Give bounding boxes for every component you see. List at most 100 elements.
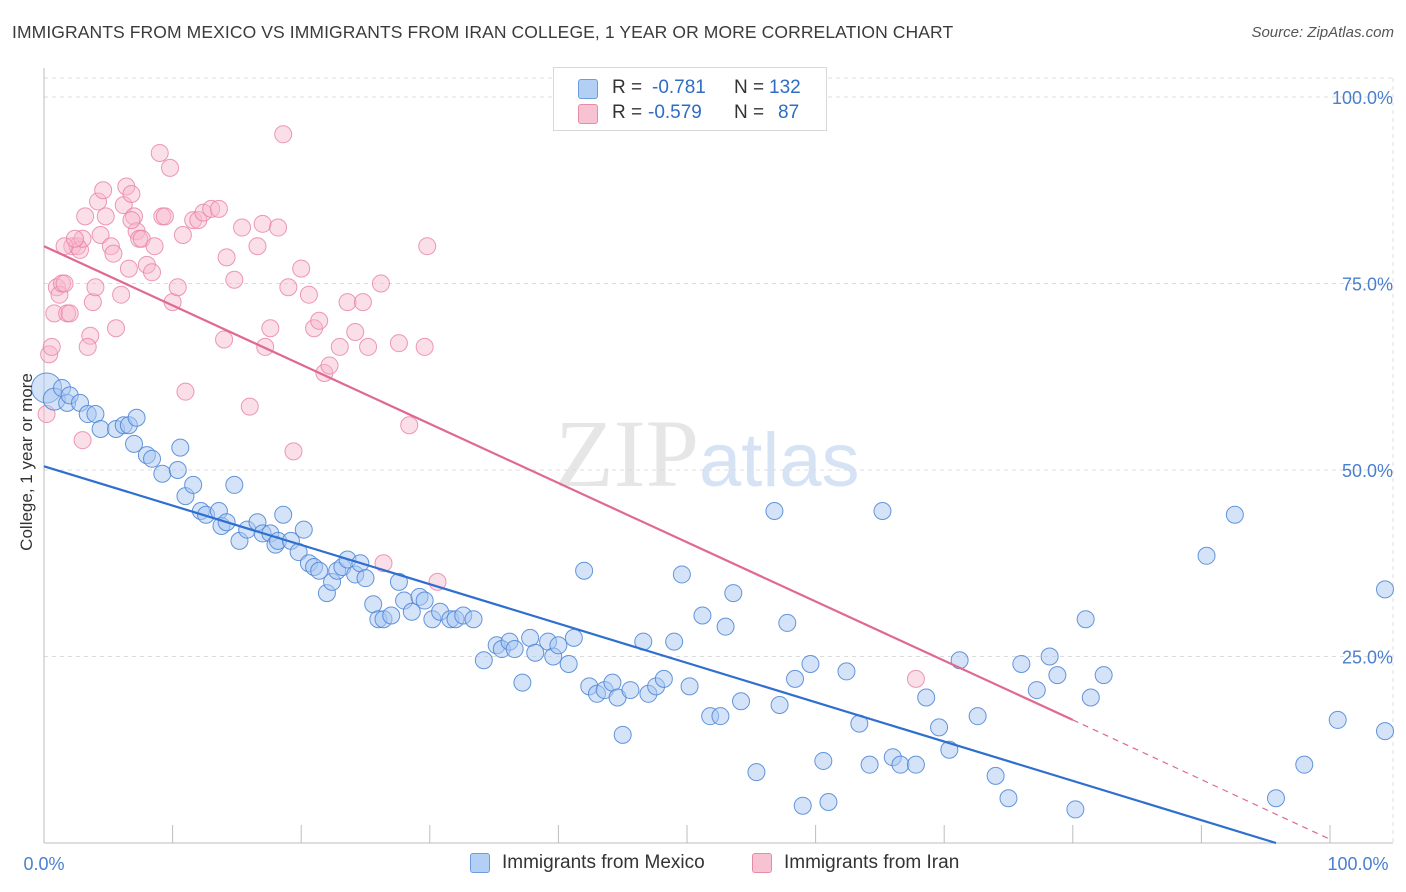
iran-trendline [43, 245, 1074, 721]
iran-point [274, 125, 293, 144]
mexico-point [711, 707, 730, 726]
iran-point [94, 181, 113, 200]
iran-point [338, 293, 357, 312]
mexico-point [819, 792, 838, 811]
mexico-point [1094, 666, 1113, 685]
iran-point [145, 237, 164, 256]
mexico-point [724, 584, 743, 603]
iran-point [45, 304, 64, 323]
mexico-point [765, 502, 784, 521]
iran-point [371, 274, 390, 293]
mexico-point [86, 405, 105, 424]
mexico-point [1376, 722, 1394, 741]
watermark-zip: ZIP [555, 400, 699, 507]
iran-point [86, 278, 105, 297]
iran-point [119, 259, 138, 278]
mexico-point [127, 408, 146, 427]
mexico-point [613, 725, 632, 744]
iran-point [155, 207, 174, 226]
mexico-point [770, 695, 789, 714]
iran-point [906, 669, 925, 688]
legend-r-value: -0.781 [652, 77, 706, 98]
mexico-point [917, 688, 936, 707]
mexico-point [873, 502, 892, 521]
iran-point [143, 263, 162, 282]
mexico-point [1066, 800, 1085, 819]
mexico-point [801, 654, 820, 673]
mexico-point [382, 606, 401, 625]
iran-point [76, 207, 95, 226]
iran-point [353, 293, 372, 312]
mexico-point [559, 654, 578, 673]
mexico-point [716, 617, 735, 636]
mexico-point [732, 692, 751, 711]
bottom-legend-label-iran: Immigrants from Iran [784, 852, 960, 873]
iran-points [37, 125, 925, 688]
legend-swatch-mexico [578, 79, 598, 99]
iran-point [60, 304, 79, 323]
mexico-point [814, 751, 833, 770]
bottom-legend-swatch-mexico [470, 853, 490, 873]
mexico-point [906, 755, 925, 774]
mexico-point [665, 632, 684, 651]
iran-point [184, 211, 203, 230]
mexico-point [793, 796, 812, 815]
mexico-point [680, 677, 699, 696]
iran-point [202, 199, 221, 218]
mexico-point [968, 707, 987, 726]
mexico-point [1376, 580, 1394, 599]
iran-point [248, 237, 267, 256]
x-tick-label: 100.0% [1327, 854, 1388, 874]
mexico-point [402, 602, 421, 621]
legend-n-value: 132 [769, 77, 801, 98]
legend-n-label: N = [734, 102, 765, 123]
bottom-legend-mexico: Immigrants from Mexico [470, 852, 730, 876]
mexico-point [1040, 647, 1059, 666]
iran-point [269, 218, 288, 237]
iran-point [107, 319, 126, 338]
iran-point [279, 278, 298, 297]
iran-point [122, 211, 141, 230]
bottom-legend-label-mexico: Immigrants from Mexico [502, 852, 705, 873]
mexico-point [464, 610, 483, 629]
iran-point [168, 278, 187, 297]
mexico-trendline [43, 465, 1277, 845]
y-tick-label: 75.0% [1342, 275, 1393, 295]
iran-point [330, 337, 349, 356]
mexico-point [294, 520, 313, 539]
iran-point [299, 285, 318, 304]
chart-title: IMMIGRANTS FROM MEXICO VS IMMIGRANTS FRO… [12, 22, 954, 42]
iran-point [65, 229, 84, 248]
source-label: Source: ZipAtlas.com [1251, 24, 1394, 41]
mexico-point [364, 595, 383, 614]
mexico-point [1295, 755, 1314, 774]
iran-point [89, 192, 108, 211]
iran-point [83, 293, 102, 312]
mexico-point [837, 662, 856, 681]
mexico-point [310, 561, 329, 580]
trendlines [43, 245, 1331, 845]
tick-labels: 100.0% 75.0% 50.0% 25.0% 0.0% 100.0% [23, 88, 1393, 874]
mexico-point [549, 636, 568, 655]
mexico-point [1266, 789, 1285, 808]
iran-point [240, 397, 259, 416]
iran-point [161, 158, 180, 177]
legend-r-label: R = [612, 102, 643, 123]
mexico-point [513, 673, 532, 692]
mexico-point [564, 628, 583, 647]
iran-point [346, 322, 365, 341]
iran-point [400, 416, 419, 435]
mexico-point [860, 755, 879, 774]
iran-point [50, 285, 69, 304]
mexico-point [891, 755, 910, 774]
iran-point [122, 184, 141, 203]
iran-point [112, 285, 131, 304]
mexico-point [474, 651, 493, 670]
watermark-atlas: atlas [699, 418, 860, 503]
iran-point [415, 337, 434, 356]
mexico-point [1328, 710, 1347, 729]
mexico-point [356, 569, 375, 588]
iran-point [40, 345, 59, 364]
iran-point [71, 240, 90, 259]
